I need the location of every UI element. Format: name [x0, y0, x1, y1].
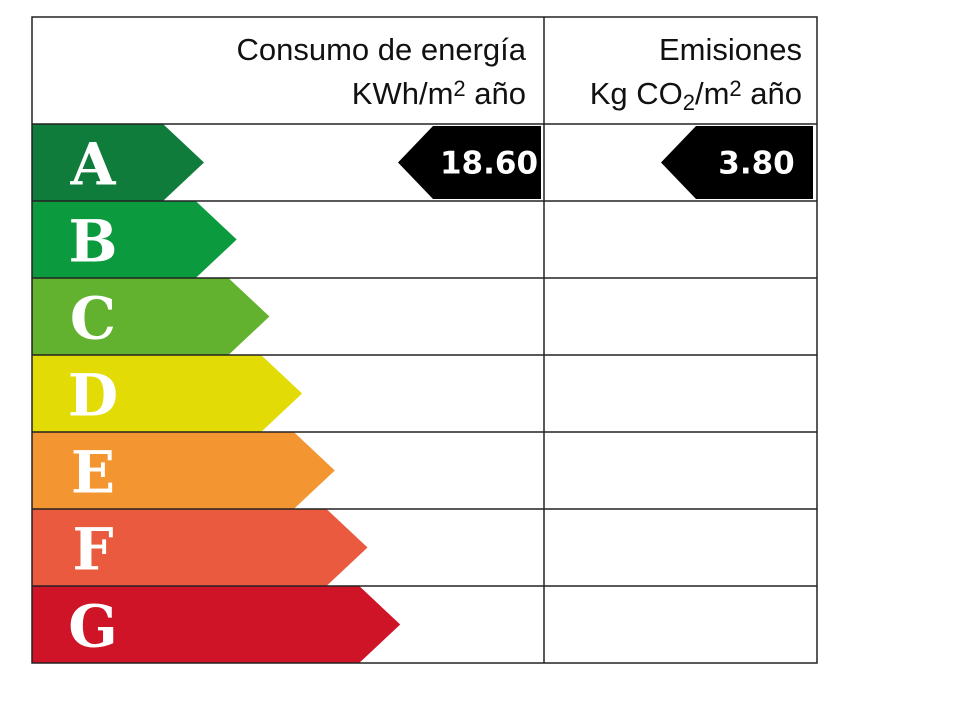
emissions-title: Emisiones: [659, 32, 802, 67]
rating-letter-b: B: [68, 208, 117, 276]
rating-arrow-e: [32, 432, 335, 509]
rating-letter-e: E: [71, 439, 115, 507]
emissions-unit: Kg CO2/m2 año: [550, 72, 802, 116]
energy-unit-sup: 2: [453, 76, 466, 101]
table-border: [31, 16, 818, 664]
energy-unit-text: KWh/m: [351, 76, 454, 111]
emissions-unit-sup: 2: [729, 76, 742, 101]
emissions-unit-text: Kg CO: [589, 76, 683, 111]
rating-arrow-c: [32, 278, 270, 355]
rating-letter-f: F: [72, 516, 113, 584]
rating-letter-d: D: [68, 362, 118, 430]
rating-arrow-f: [32, 509, 368, 586]
emissions-unit-sub: 2: [682, 90, 695, 115]
rating-letter-g: G: [68, 593, 118, 661]
emissions-header: Emisiones Kg CO2/m2 año: [550, 28, 802, 116]
emissions-unit-m: /m: [694, 76, 730, 111]
rating-arrow-a: [32, 124, 204, 201]
energy-value: 18.60: [440, 146, 538, 182]
rating-arrow-b: [32, 201, 237, 278]
rating-letter-a: A: [69, 131, 116, 199]
rating-letter-c: C: [70, 285, 116, 353]
rating-arrow-d: [32, 355, 303, 432]
energy-unit: KWh/m2 año: [40, 72, 526, 116]
energy-header: Consumo de energía KWh/m2 año: [40, 28, 526, 116]
energy-unit-year: año: [465, 76, 526, 111]
emissions-unit-year: año: [741, 76, 802, 111]
energy-marker: [398, 126, 541, 199]
energy-title: Consumo de energía: [236, 32, 526, 67]
rating-arrow-g: [32, 586, 401, 663]
emissions-value: 3.80: [718, 146, 795, 182]
emissions-marker: [661, 126, 813, 199]
